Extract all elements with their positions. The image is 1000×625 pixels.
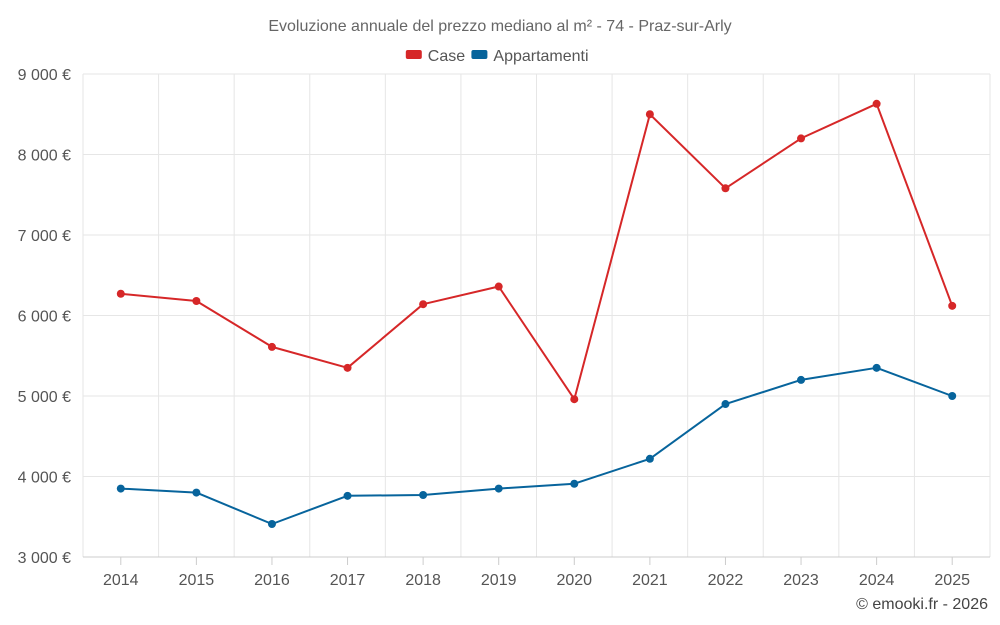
data-point[interactable] — [797, 375, 806, 384]
data-point[interactable] — [343, 363, 352, 372]
data-point[interactable] — [494, 484, 503, 493]
chart-title: Evoluzione annuale del prezzo mediano al… — [268, 18, 731, 35]
y-tick-label: 3 000 € — [18, 550, 71, 567]
x-tick-label: 2017 — [330, 572, 366, 589]
data-point[interactable] — [116, 484, 125, 493]
data-point[interactable] — [419, 300, 428, 309]
legend-label: Appartamenti — [493, 48, 588, 65]
data-point[interactable] — [343, 491, 352, 500]
x-tick-label: 2018 — [405, 572, 441, 589]
x-tick-label: 2015 — [179, 572, 215, 589]
series-line — [120, 102, 954, 401]
x-tick-label: 2014 — [103, 572, 139, 589]
x-tick-label: 2022 — [708, 572, 744, 589]
legend-item-appartamenti[interactable]: Appartamenti — [471, 48, 589, 65]
y-tick-label: 5 000 € — [18, 389, 71, 406]
axes: 3 000 € 4 000 € 5 000 € 6 000 € 7 000 € 8 000… — [18, 67, 990, 589]
legend: Case Appartamenti — [405, 48, 589, 65]
y-tick-label: 4 000 € — [18, 470, 71, 487]
y-tick-label: 7 000 € — [18, 228, 71, 245]
legend-label: Case — [428, 48, 465, 65]
x-tick-label: 2023 — [783, 572, 819, 589]
series-group — [116, 99, 957, 528]
legend-swatch — [405, 50, 422, 59]
data-point[interactable] — [116, 289, 125, 298]
data-point[interactable] — [570, 479, 579, 488]
data-point[interactable] — [797, 134, 806, 143]
legend-item-case[interactable]: Case — [405, 48, 465, 65]
series-appartamenti — [116, 363, 957, 528]
data-point[interactable] — [948, 301, 957, 310]
x-tick-label: 2020 — [556, 572, 592, 589]
x-tick-label: 2021 — [632, 572, 668, 589]
data-point[interactable] — [267, 519, 276, 528]
data-point[interactable] — [419, 491, 428, 500]
data-point[interactable] — [645, 110, 654, 119]
x-tick-label: 2025 — [934, 572, 970, 589]
series-line — [120, 366, 953, 525]
data-point[interactable] — [267, 342, 276, 351]
credit-text: © emooki.fr - 2026 — [856, 596, 988, 613]
data-point[interactable] — [192, 488, 201, 497]
data-point[interactable] — [948, 392, 957, 400]
data-point[interactable] — [872, 99, 881, 108]
x-tick-label: 2016 — [254, 572, 290, 589]
data-point[interactable] — [192, 297, 201, 306]
data-point[interactable] — [494, 282, 503, 291]
y-tick-label: 9 000 € — [18, 67, 71, 84]
data-point[interactable] — [721, 400, 730, 409]
data-point[interactable] — [645, 454, 654, 463]
x-tick-label: 2024 — [859, 572, 895, 589]
x-tick-label: 2019 — [481, 572, 517, 589]
data-point[interactable] — [872, 363, 881, 372]
legend-swatch — [471, 50, 488, 59]
data-point[interactable] — [570, 395, 579, 404]
series-case — [116, 99, 957, 404]
y-tick-label: 8 000 € — [18, 148, 71, 165]
grid — [82, 73, 991, 557]
data-point[interactable] — [721, 184, 730, 193]
y-tick-label: 6 000 € — [18, 309, 71, 326]
